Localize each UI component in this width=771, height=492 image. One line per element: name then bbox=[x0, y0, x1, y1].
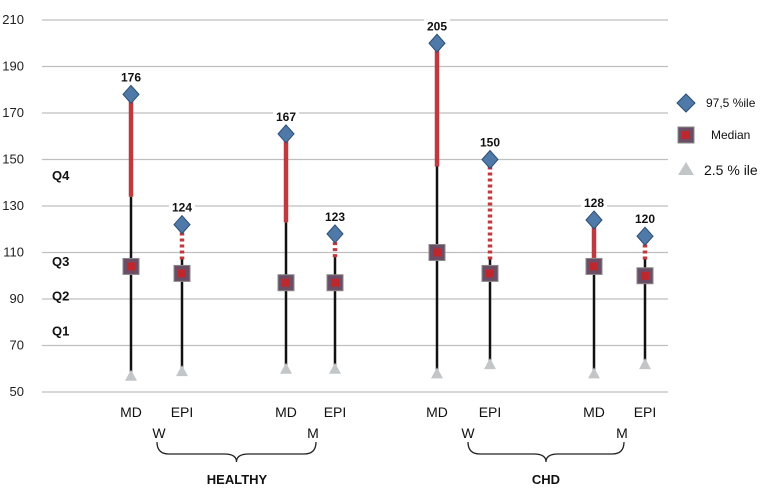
median-marker-core bbox=[590, 262, 598, 270]
median-marker-core bbox=[433, 249, 441, 257]
p2-5-marker bbox=[639, 358, 651, 369]
y-tick-label: 50 bbox=[10, 384, 24, 399]
group-label: HEALTHY bbox=[207, 472, 268, 487]
y-tick-label: 70 bbox=[10, 338, 24, 353]
p97-5-marker bbox=[123, 85, 139, 103]
sex-label: M bbox=[307, 425, 319, 441]
category-label: MD bbox=[583, 404, 605, 420]
category-label: EPI bbox=[171, 404, 194, 420]
median-marker-core bbox=[486, 269, 494, 277]
median-marker-core bbox=[641, 272, 649, 280]
p2-5-marker bbox=[280, 363, 292, 374]
sex-label: M bbox=[616, 425, 628, 441]
group-brace-healthy bbox=[157, 442, 316, 462]
p2-5-marker bbox=[125, 370, 137, 381]
group-brace-chd bbox=[468, 442, 624, 462]
data-label: 167 bbox=[276, 110, 296, 124]
sex-label: W bbox=[461, 425, 475, 441]
data-label: 176 bbox=[121, 70, 141, 84]
data-label: 150 bbox=[480, 136, 500, 150]
quartile-label: Q1 bbox=[52, 324, 69, 339]
category-label: MD bbox=[275, 404, 297, 420]
p97-5-marker bbox=[429, 34, 445, 52]
median-marker-core bbox=[127, 262, 135, 270]
sex-label: W bbox=[152, 425, 166, 441]
legend-diamond-icon bbox=[677, 94, 695, 112]
y-tick-label: 130 bbox=[2, 198, 24, 213]
category-label: EPI bbox=[324, 404, 347, 420]
legend-median-icon-core bbox=[682, 131, 690, 139]
y-tick-label: 110 bbox=[3, 245, 24, 260]
quartile-label: Q3 bbox=[52, 254, 69, 269]
median-marker-core bbox=[331, 279, 339, 287]
legend-label: 2.5 % ile bbox=[704, 162, 758, 178]
data-label: 205 bbox=[427, 19, 447, 33]
y-tick-label: 150 bbox=[2, 152, 24, 167]
legend-label: 97,5 %ile bbox=[706, 96, 756, 110]
data-label: 120 bbox=[635, 212, 655, 226]
p2-5-marker bbox=[431, 367, 443, 378]
data-label: 128 bbox=[584, 196, 604, 210]
legend-label: Median bbox=[711, 128, 750, 142]
p2-5-marker bbox=[484, 358, 496, 369]
median-marker-core bbox=[282, 279, 290, 287]
quartile-label: Q2 bbox=[52, 289, 69, 304]
data-label: 123 bbox=[325, 210, 345, 224]
category-label: MD bbox=[426, 404, 448, 420]
p97-5-marker bbox=[586, 211, 602, 229]
y-tick-label: 190 bbox=[2, 59, 24, 74]
legend-triangle-icon bbox=[678, 162, 694, 175]
category-label: MD bbox=[120, 404, 142, 420]
median-marker-core bbox=[178, 269, 186, 277]
p97-5-marker bbox=[482, 151, 498, 169]
quartile-label: Q4 bbox=[52, 168, 70, 183]
p2-5-marker bbox=[329, 363, 341, 374]
data-label: 124 bbox=[172, 201, 192, 215]
category-label: EPI bbox=[634, 404, 657, 420]
p97-5-marker bbox=[637, 227, 653, 245]
p2-5-marker bbox=[588, 367, 600, 378]
p97-5-marker bbox=[174, 216, 190, 234]
p2-5-marker bbox=[176, 365, 188, 376]
p97-5-marker bbox=[327, 225, 343, 243]
y-tick-label: 170 bbox=[2, 105, 24, 120]
p97-5-marker bbox=[278, 125, 294, 143]
y-tick-label: 210 bbox=[2, 12, 24, 27]
category-label: EPI bbox=[479, 404, 502, 420]
y-tick-label: 90 bbox=[10, 291, 24, 306]
group-label: CHD bbox=[532, 472, 560, 487]
